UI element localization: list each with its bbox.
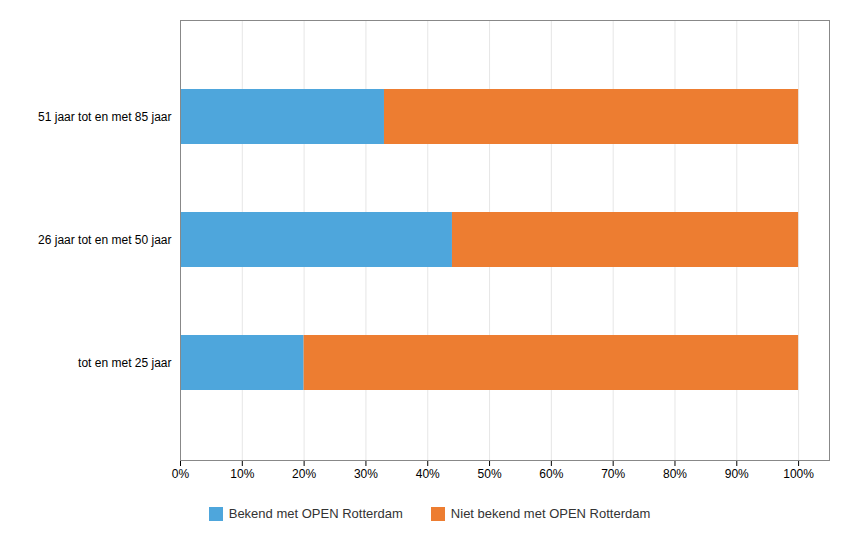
svg-text:40%: 40% xyxy=(416,467,440,481)
svg-text:tot en met 25 jaar: tot en met 25 jaar xyxy=(78,356,171,370)
svg-text:50%: 50% xyxy=(478,467,502,481)
svg-text:70%: 70% xyxy=(601,467,625,481)
svg-text:26 jaar tot en met 50 jaar: 26 jaar tot en met 50 jaar xyxy=(38,233,171,247)
svg-text:30%: 30% xyxy=(354,467,378,481)
svg-text:80%: 80% xyxy=(663,467,687,481)
svg-text:10%: 10% xyxy=(230,467,254,481)
svg-text:90%: 90% xyxy=(725,467,749,481)
svg-text:100%: 100% xyxy=(783,467,814,481)
html-text:Niet bekend met OPEN Rotterdam: Niet bekend met OPEN Rotterdam xyxy=(450,506,651,521)
svg-text:20%: 20% xyxy=(292,467,316,481)
svg-text:0%: 0% xyxy=(172,467,190,481)
html-text:Bekend met OPEN Rotterdam: Bekend met OPEN Rotterdam xyxy=(228,506,403,521)
svg-text:60%: 60% xyxy=(539,467,563,481)
svg-text:51 jaar tot en met 85 jaar: 51 jaar tot en met 85 jaar xyxy=(38,110,171,124)
